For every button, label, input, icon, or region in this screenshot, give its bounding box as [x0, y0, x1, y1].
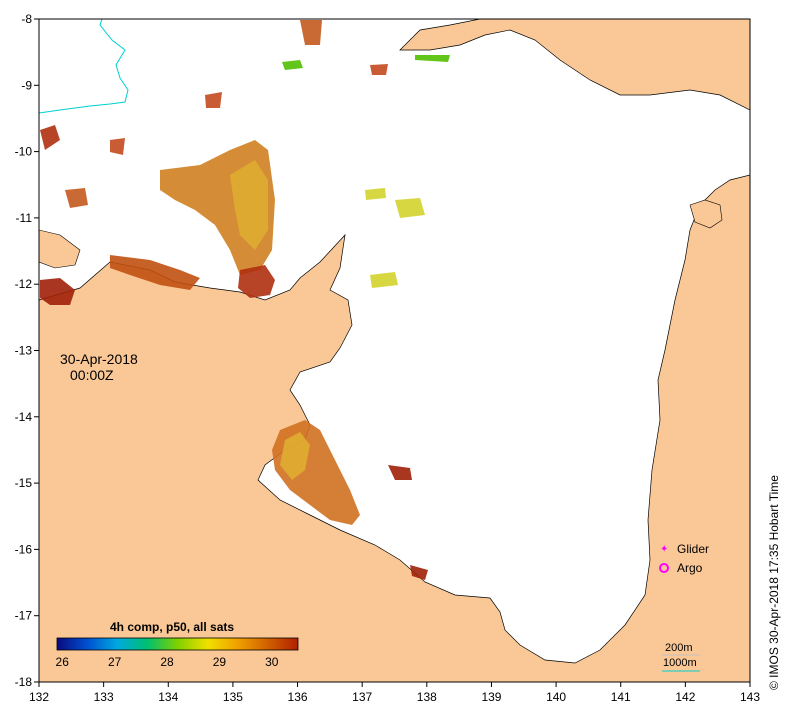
argo-label: Argo: [677, 561, 703, 575]
x-tick-label: 143: [740, 690, 760, 704]
y-tick-label: -10: [15, 145, 33, 159]
colorbar-tick-label: 28: [160, 655, 174, 669]
sst-patch: [388, 465, 412, 480]
sst-patch: [238, 265, 275, 298]
sst-patch: [280, 432, 310, 480]
x-tick-label: 141: [611, 690, 631, 704]
time-label: 00:00Z: [70, 367, 114, 383]
y-tick-label: -8: [21, 12, 32, 26]
sst-patch: [205, 92, 222, 108]
bathymetry-legend: 200m 1000m: [662, 642, 700, 672]
sst-patch: [410, 565, 428, 580]
y-tick-label: -18: [15, 675, 33, 689]
sst-patch: [370, 272, 398, 288]
y-tick-label: -14: [15, 410, 33, 424]
x-tick-label: 133: [94, 690, 114, 704]
sst-patches: [40, 20, 450, 580]
y-tick-label: -13: [15, 344, 33, 358]
x-tick-label: 134: [158, 690, 178, 704]
bathymetry-1000m-line: [39, 19, 129, 114]
y-tick-label: -9: [21, 78, 32, 92]
colorbar-tick-label: 27: [108, 655, 122, 669]
y-tick-label: -16: [15, 542, 33, 556]
sst-patch: [65, 188, 88, 208]
land-island: [39, 229, 81, 269]
sst-patch: [415, 55, 450, 62]
colorbar: 4h comp, p50, all sats 26 27 28 29 30: [56, 620, 299, 669]
y-tick-label: -17: [15, 609, 33, 623]
colorbar-tick-labels: 26 27 28 29 30: [56, 655, 279, 669]
sst-patch: [282, 60, 303, 70]
y-tick-label: -11: [16, 211, 33, 225]
sst-patch: [230, 160, 268, 250]
x-tick-label: 138: [417, 690, 437, 704]
sst-patch: [365, 188, 386, 200]
sst-patch: [300, 20, 322, 45]
x-tick-label: 137: [352, 690, 372, 704]
x-tick-label: 142: [675, 690, 695, 704]
colorbar-tick-label: 29: [213, 655, 227, 669]
colorbar-tick-label: 26: [56, 655, 70, 669]
x-tick-label: 140: [546, 690, 566, 704]
x-tick-label: 136: [288, 690, 308, 704]
colorbar-bar: [56, 637, 299, 651]
glider-label: Glider: [677, 542, 709, 556]
sst-patch: [110, 138, 125, 155]
y-tick-label: -12: [15, 277, 33, 291]
x-axis-ticks: 132 133 134 135 136 137 138 139 140 141 142 143: [29, 682, 760, 704]
land-island: [689, 199, 723, 229]
x-tick-label: 132: [29, 690, 49, 704]
bathymetry-1000m-label: 1000m: [663, 657, 697, 669]
platform-legend: ✦ Glider Argo: [659, 542, 709, 575]
glider-marker-icon: ✦: [660, 544, 668, 555]
imos-credit: © IMOS 30-Apr-2018 17:35 Hobart Time: [767, 475, 781, 690]
sst-patch: [40, 278, 75, 305]
x-tick-label: 135: [223, 690, 243, 704]
colorbar-title: 4h comp, p50, all sats: [110, 620, 234, 634]
sst-patch: [395, 198, 425, 218]
land-mainland: [39, 174, 750, 682]
y-tick-label: -15: [15, 476, 33, 490]
sst-patch: [110, 255, 200, 290]
y-axis-ticks: -8 -9 -10 -11 -12 -13 -14 -15 -16 -17 -18: [15, 12, 39, 689]
argo-marker-icon: [659, 563, 669, 573]
sst-patch: [370, 64, 388, 75]
land-north-east: [399, 19, 750, 111]
land-layer: [39, 19, 750, 682]
date-label: 30-Apr-2018: [60, 351, 138, 367]
sst-patch: [40, 125, 60, 150]
x-tick-label: 139: [481, 690, 501, 704]
bathymetry-200m-label: 200m: [665, 642, 693, 654]
colorbar-tick-label: 30: [265, 655, 279, 669]
